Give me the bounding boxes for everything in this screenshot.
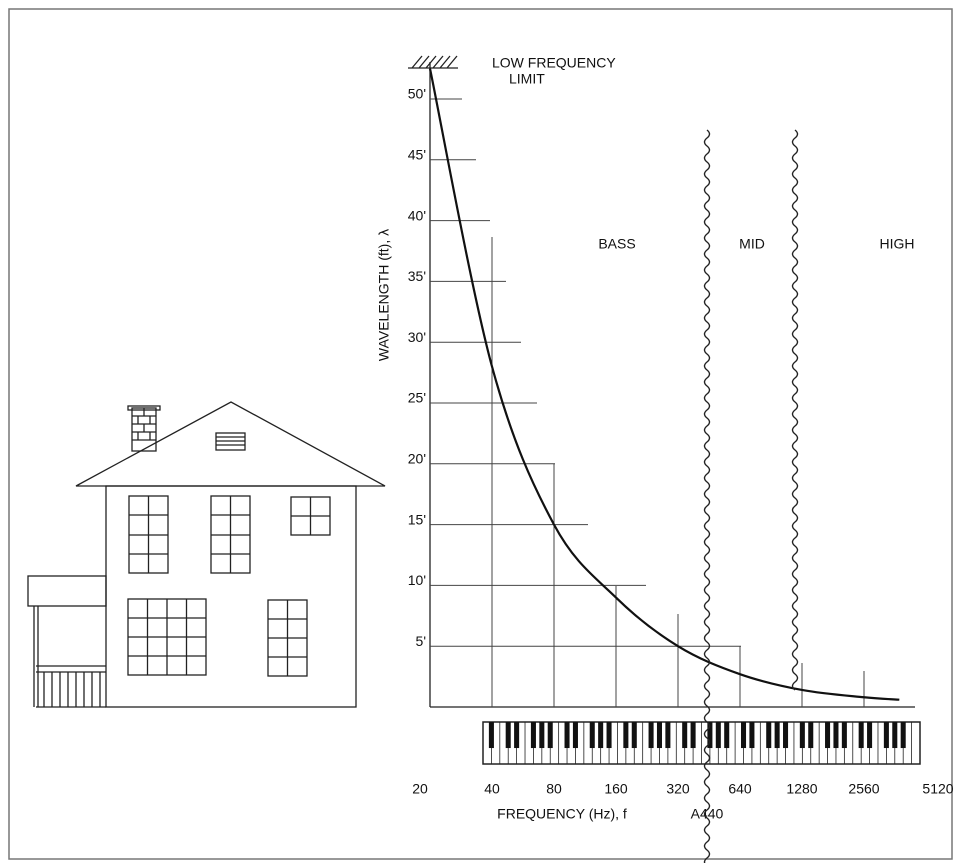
y-tick-label: 30' (408, 329, 426, 345)
black-key (514, 722, 520, 749)
black-key (740, 722, 747, 749)
black-key (900, 722, 906, 749)
black-key (867, 722, 873, 749)
black-key (589, 722, 595, 749)
black-key (724, 722, 730, 749)
black-key (749, 722, 755, 749)
x-tick-label: 160 (604, 781, 628, 797)
black-key (774, 722, 780, 749)
black-key (648, 722, 654, 749)
black-key (825, 722, 831, 749)
black-key (715, 722, 721, 749)
mid-high-boundary (791, 129, 799, 691)
black-key (623, 722, 629, 749)
black-key (539, 722, 545, 749)
region-label: HIGH (880, 236, 915, 252)
region-label: BASS (598, 236, 635, 252)
region-label: MID (739, 236, 765, 252)
x-tick-label: 640 (728, 781, 752, 797)
x-tick-label: 80 (546, 781, 562, 797)
black-key (530, 722, 536, 749)
black-key (631, 722, 637, 749)
black-key (707, 722, 713, 749)
x-tick-label: 20 (412, 781, 428, 797)
black-key (808, 722, 814, 749)
black-key (665, 722, 671, 749)
black-key (656, 722, 663, 749)
house (27, 401, 386, 708)
y-tick-label: 10' (408, 572, 426, 588)
x-tick-label: 5120 (922, 781, 953, 797)
black-key (488, 722, 494, 749)
black-key (690, 722, 696, 749)
a440-boundary (703, 129, 711, 863)
title-line: LOW FREQUENCY (492, 55, 616, 71)
y-axis-label: WAVELENGTH (ft), λ (376, 229, 392, 361)
y-tick-label: 15' (408, 511, 426, 527)
black-key (783, 722, 789, 749)
y-tick-label: 5' (416, 633, 426, 649)
y-tick-label: 45' (408, 147, 426, 163)
y-tick-label: 35' (408, 268, 426, 284)
black-key (799, 722, 805, 749)
y-tick-label: 40' (408, 207, 426, 223)
black-key (841, 722, 847, 749)
title-line: LIMIT (509, 71, 545, 87)
x-tick-label: 1280 (786, 781, 817, 797)
black-key (572, 722, 578, 749)
black-key (547, 722, 553, 749)
frame (8, 8, 953, 860)
wavelength-curve (428, 68, 900, 701)
black-key (598, 722, 604, 749)
y-tick-label: 25' (408, 390, 426, 406)
black-key (564, 722, 570, 749)
black-key (505, 722, 511, 749)
black-key (766, 722, 772, 749)
x-tick-label: 40 (484, 781, 500, 797)
black-key (883, 722, 889, 749)
annotation: A440 (691, 806, 724, 822)
x-axis-label: FREQUENCY (Hz), f (497, 806, 627, 822)
y-tick-label: 50' (408, 86, 426, 102)
limit-hatch (408, 55, 458, 69)
black-key (858, 722, 864, 749)
x-tick-label: 320 (666, 781, 690, 797)
black-key (606, 722, 612, 749)
y-tick-label: 20' (408, 451, 426, 467)
black-key (682, 722, 688, 749)
x-tick-label: 2560 (848, 781, 879, 797)
black-key (833, 722, 839, 749)
keyboard (482, 721, 921, 765)
black-key (892, 722, 898, 749)
